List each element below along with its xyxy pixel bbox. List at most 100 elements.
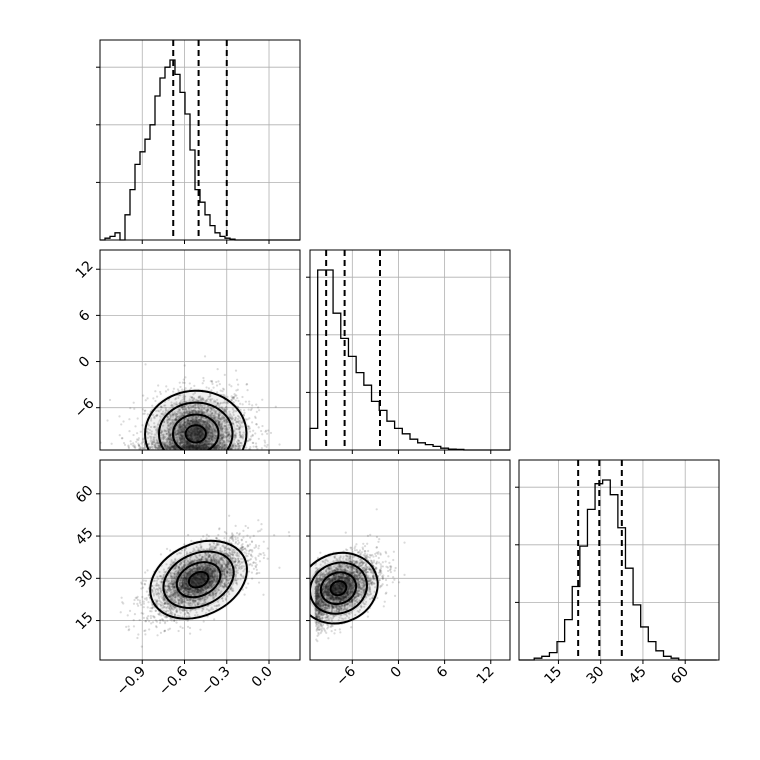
scatter-point — [163, 404, 166, 407]
scatter-point — [193, 384, 196, 388]
scatter-point — [137, 442, 140, 445]
scatter-point — [186, 446, 189, 449]
scatter-point — [216, 419, 219, 423]
scatter-point — [196, 422, 199, 425]
scatter-point — [192, 445, 195, 448]
scatter-point — [176, 415, 179, 418]
scatter-point — [207, 445, 210, 449]
scatter-point — [179, 625, 182, 628]
scatter-point — [189, 444, 193, 448]
scatter-point — [185, 439, 188, 443]
scatter-point — [215, 435, 218, 438]
scatter-point — [210, 442, 213, 445]
scatter-point — [192, 447, 195, 450]
scatter-point — [210, 428, 213, 431]
scatter-point — [255, 568, 258, 571]
scatter-point — [221, 390, 224, 393]
scatter-point — [195, 422, 198, 425]
scatter-point — [234, 417, 237, 420]
scatter-point — [228, 437, 231, 440]
scatter-point — [203, 355, 207, 358]
scatter-point — [190, 411, 194, 415]
scatter-point — [206, 431, 209, 434]
scatter-point — [188, 447, 192, 450]
scatter-point — [209, 425, 213, 428]
scatter-point — [159, 631, 163, 634]
scatter-point — [138, 599, 141, 602]
scatter-point — [231, 446, 234, 449]
scatter-point — [110, 442, 113, 445]
scatter-point — [170, 444, 173, 448]
scatter-point — [266, 443, 269, 447]
scatter-point — [189, 445, 192, 448]
scatter-point — [179, 385, 182, 389]
scatter-point — [152, 425, 155, 428]
scatter-point — [224, 420, 227, 423]
scatter-point — [197, 415, 200, 419]
scatter-point — [204, 445, 208, 448]
scatter-point — [189, 395, 192, 398]
scatter-point — [195, 437, 198, 440]
scatter-point — [161, 433, 165, 436]
scatter-point — [199, 437, 202, 440]
scatter-point — [190, 431, 194, 435]
scatter-point — [205, 445, 208, 448]
scatter-point — [192, 393, 195, 396]
scatter-point — [208, 425, 212, 428]
scatter-point — [203, 443, 207, 446]
scatter-point — [264, 441, 267, 444]
y-tick-label: 30 — [73, 567, 97, 591]
scatter-point — [170, 445, 173, 448]
scatter-point — [210, 412, 213, 415]
scatter-point — [154, 447, 157, 450]
scatter-point — [136, 432, 139, 435]
scatter-point — [218, 527, 221, 530]
scatter-point — [195, 447, 198, 450]
scatter-point — [230, 395, 233, 398]
scatter-point — [183, 364, 186, 367]
scatter-point — [215, 444, 218, 447]
x-tick-label: −0.3 — [198, 664, 233, 699]
scatter-point — [223, 447, 226, 450]
scatter-point — [195, 411, 198, 414]
scatter-point — [231, 396, 234, 399]
scatter-point — [219, 417, 222, 420]
scatter-point — [153, 443, 156, 447]
scatter-point — [194, 410, 197, 413]
scatter-point — [163, 444, 167, 447]
scatter-point — [142, 412, 145, 415]
scatter-point — [155, 620, 159, 623]
hist-panel-0 — [96, 39, 301, 244]
scatter-point — [189, 444, 192, 447]
scatter-point — [254, 432, 257, 435]
scatter-point — [222, 434, 225, 437]
scatter-point — [217, 533, 220, 537]
scatter-point — [191, 422, 194, 425]
scatter-point — [196, 431, 199, 434]
scatter-point — [269, 431, 273, 435]
scatter-point — [170, 441, 173, 444]
scatter-point — [179, 436, 182, 440]
scatter-point — [194, 446, 197, 449]
scatter-point — [170, 446, 173, 449]
scatter-point — [202, 407, 206, 410]
scatter-point — [243, 593, 246, 596]
scatter-point — [191, 447, 194, 450]
scatter-point — [128, 609, 132, 612]
scatter-point — [183, 445, 186, 448]
scatter-point — [248, 439, 251, 442]
scatter-point — [209, 406, 212, 410]
scatter-point — [232, 534, 235, 537]
scatter-point — [180, 406, 184, 409]
scatter-point — [146, 397, 149, 400]
scatter-point — [213, 618, 216, 621]
scatter-point — [163, 444, 166, 447]
scatter-point — [237, 383, 240, 386]
scatter-point — [201, 405, 204, 409]
y-tick-label: 12 — [73, 258, 97, 282]
scatter-point — [150, 622, 153, 625]
scatter-point — [222, 436, 225, 439]
scatter-point — [143, 412, 146, 415]
scatter-point — [190, 445, 193, 448]
scatter-point — [224, 443, 227, 446]
